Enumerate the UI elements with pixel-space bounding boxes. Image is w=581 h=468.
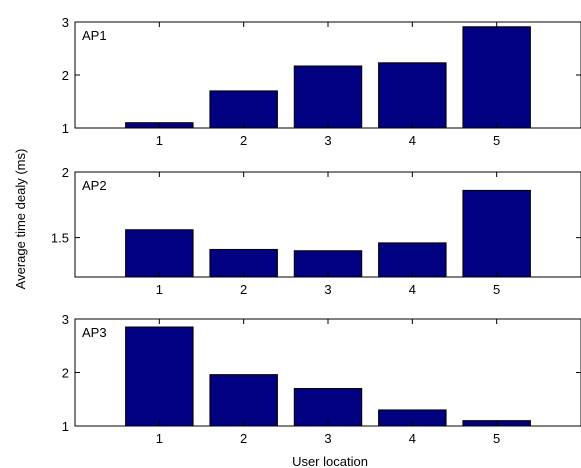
x-tick-label: 4 — [409, 431, 416, 446]
bar — [462, 26, 531, 129]
y-tick-label: 2 — [62, 366, 69, 381]
x-tick-label: 2 — [240, 282, 247, 297]
x-tick-label: 4 — [409, 133, 416, 148]
bar — [209, 374, 278, 427]
x-tick-label: 3 — [324, 133, 331, 148]
x-tick-label: 5 — [493, 431, 500, 446]
x-tick-label: 1 — [156, 282, 163, 297]
y-axis-label: Average time dealy (ms) — [13, 149, 28, 290]
bar — [125, 326, 194, 427]
x-tick-label: 5 — [493, 133, 500, 148]
y-tick-label: 3 — [62, 15, 69, 30]
bar — [125, 229, 194, 278]
panel-label: AP3 — [82, 325, 107, 340]
x-tick-label: 4 — [409, 282, 416, 297]
x-tick-label: 1 — [156, 431, 163, 446]
x-tick-label: 1 — [156, 133, 163, 148]
bar — [293, 65, 363, 129]
bar — [209, 90, 278, 129]
x-tick-label: 2 — [240, 133, 247, 148]
bar — [462, 189, 531, 278]
y-tick-label: 2 — [62, 165, 69, 180]
y-tick-label: 1 — [62, 121, 69, 136]
x-tick-label: 3 — [324, 431, 331, 446]
y-tick-label: 1 — [62, 419, 69, 434]
panel-label: AP1 — [82, 28, 107, 43]
y-tick-label: 2 — [62, 68, 69, 83]
x-tick-label: 5 — [493, 282, 500, 297]
bar — [293, 388, 363, 427]
panel-label: AP2 — [82, 178, 107, 193]
y-tick-label: 1.5 — [51, 231, 69, 246]
bar — [378, 62, 447, 129]
bar — [378, 242, 447, 278]
y-tick-label: 3 — [62, 312, 69, 327]
x-tick-label: 2 — [240, 431, 247, 446]
x-tick-label: 3 — [324, 282, 331, 297]
x-axis-label: User location — [292, 454, 368, 468]
